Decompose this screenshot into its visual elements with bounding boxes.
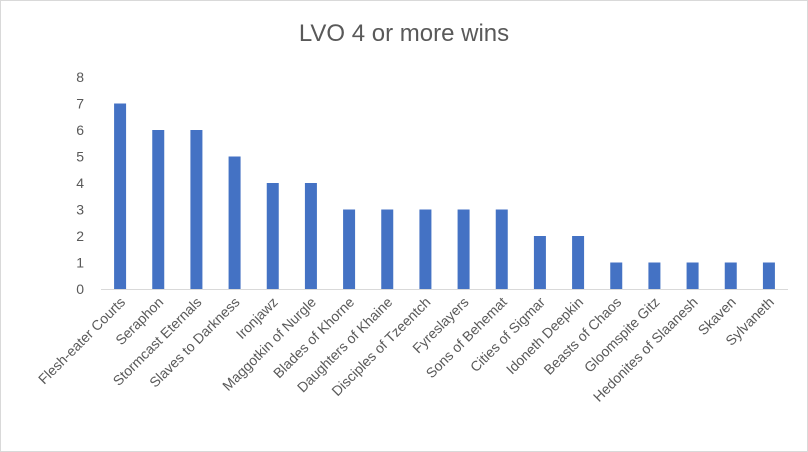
y-tick-label: 7 bbox=[76, 96, 84, 112]
bar bbox=[152, 130, 165, 289]
bar bbox=[457, 209, 470, 289]
bar bbox=[762, 262, 775, 289]
y-tick-label: 1 bbox=[76, 255, 84, 271]
y-tick-label: 3 bbox=[76, 202, 84, 218]
bar bbox=[266, 183, 279, 289]
bar bbox=[343, 209, 356, 289]
bar bbox=[381, 209, 394, 289]
bar bbox=[495, 209, 508, 289]
bar bbox=[304, 183, 317, 289]
y-tick-label: 8 bbox=[76, 69, 84, 85]
bar bbox=[228, 156, 241, 289]
bar bbox=[533, 236, 546, 289]
bar bbox=[190, 130, 203, 289]
bar bbox=[572, 236, 585, 289]
bar bbox=[419, 209, 432, 289]
y-tick-label: 2 bbox=[76, 228, 84, 244]
y-tick-label: 0 bbox=[76, 281, 84, 297]
y-tick-label: 6 bbox=[76, 122, 84, 138]
bar bbox=[114, 103, 127, 289]
chart-title: LVO 4 or more wins bbox=[298, 20, 510, 47]
y-tick-label: 5 bbox=[76, 149, 84, 165]
bar bbox=[686, 262, 699, 289]
bar bbox=[724, 262, 737, 289]
bar bbox=[610, 262, 623, 289]
y-tick-label: 4 bbox=[76, 175, 84, 191]
bar bbox=[648, 262, 661, 289]
